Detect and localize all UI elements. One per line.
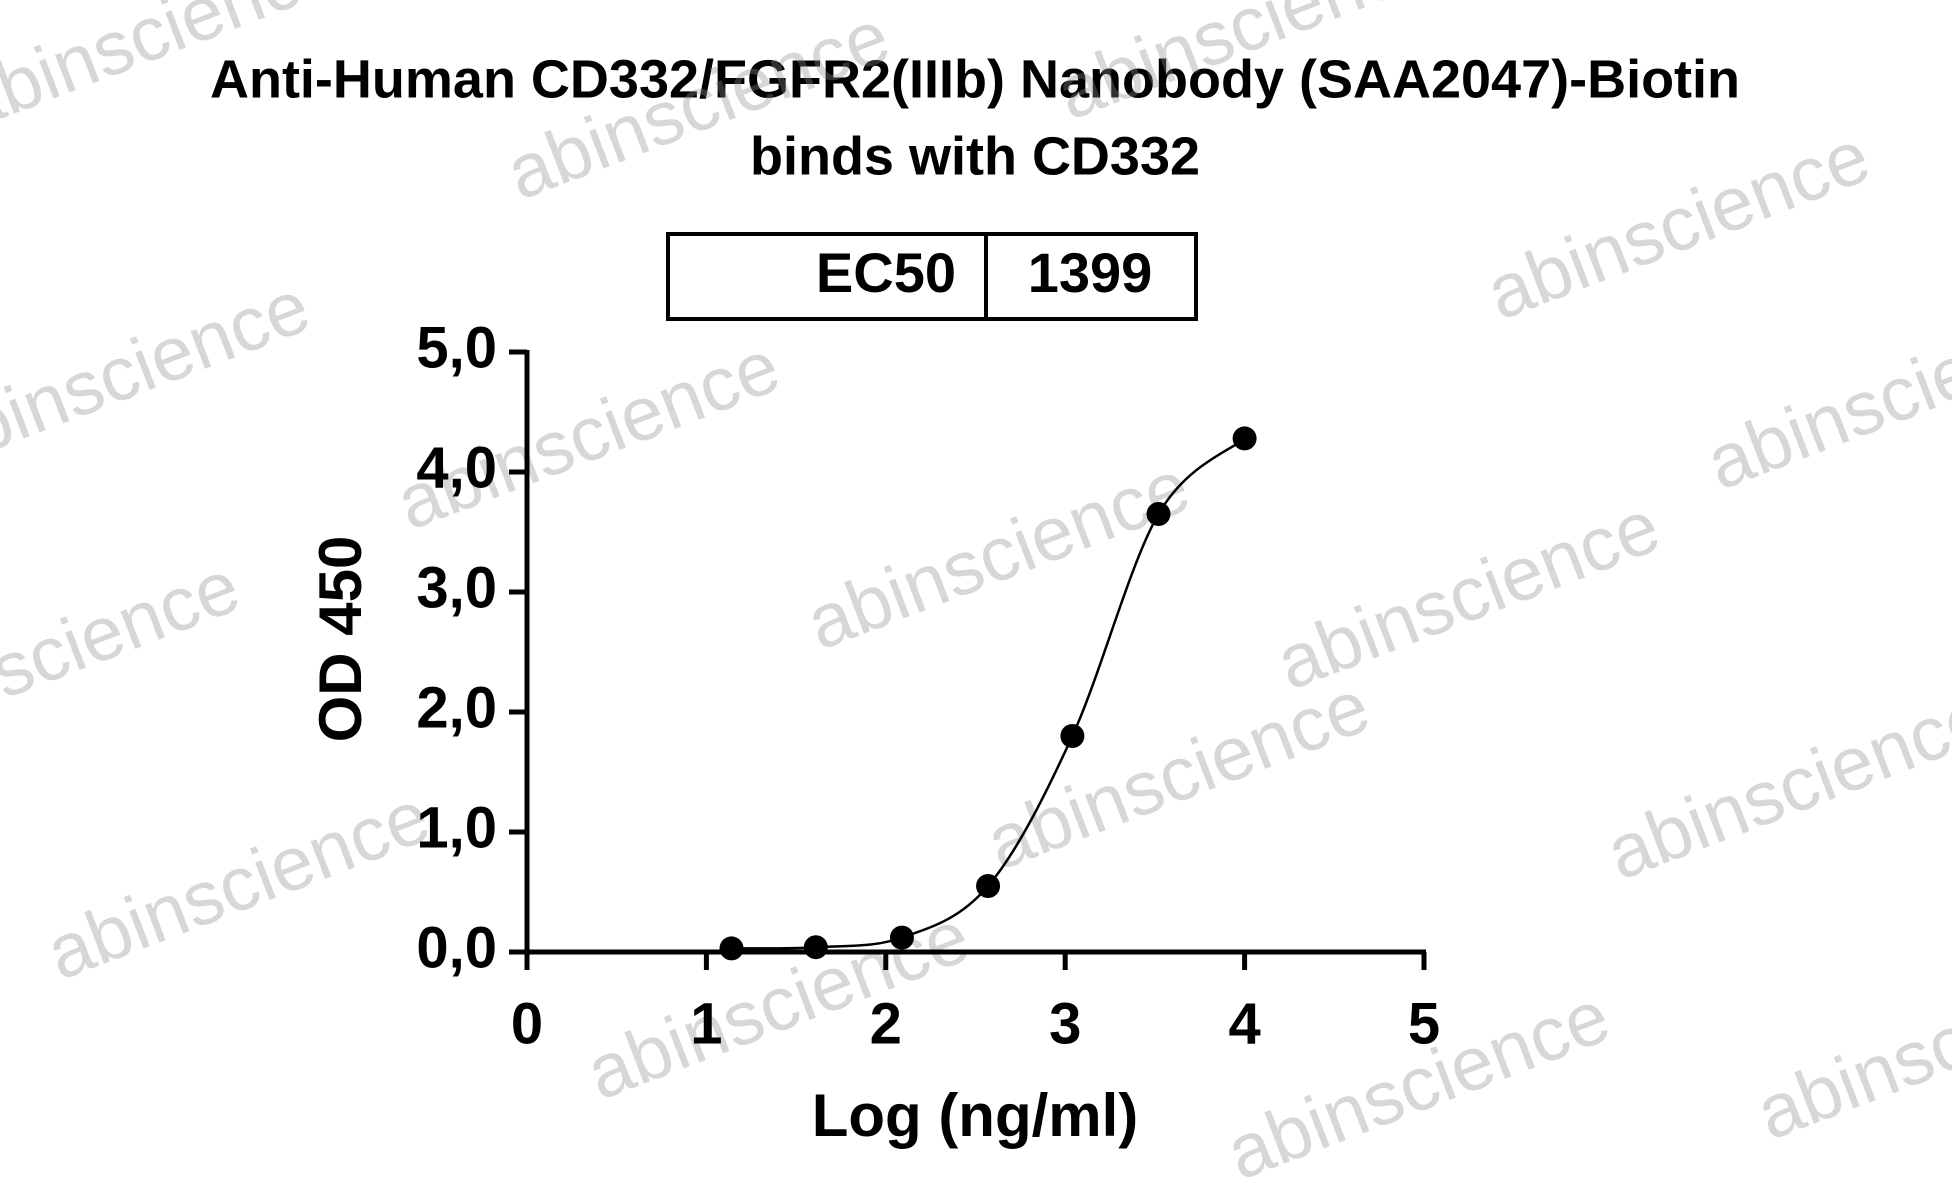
x-tick-label: 4 xyxy=(1228,991,1260,1056)
watermark: abinscience xyxy=(1695,283,1952,506)
x-tick-label: 3 xyxy=(1049,991,1081,1056)
watermark: abinscience xyxy=(1745,933,1952,1156)
watermark: abinscience xyxy=(975,663,1380,886)
ec50-table xyxy=(666,232,1198,321)
chart-title: binds with CD332 xyxy=(750,126,1200,186)
watermark: abinscience xyxy=(35,773,440,996)
y-tick-label: 0,0 xyxy=(416,915,497,980)
data-point xyxy=(976,874,1001,898)
x-axis-label: Log (ng/ml) xyxy=(812,1082,1139,1149)
data-point xyxy=(889,925,914,950)
watermark: abinscience xyxy=(1475,113,1880,336)
x-tick-label: 2 xyxy=(870,991,902,1056)
x-tick-label: 1 xyxy=(690,991,722,1056)
data-point xyxy=(1146,502,1171,526)
data-point xyxy=(1232,426,1257,451)
y-tick-label: 4,0 xyxy=(416,435,497,500)
ec50-label: EC50 xyxy=(816,241,956,304)
data-point xyxy=(1060,724,1085,748)
y-tick-label: 2,0 xyxy=(416,675,497,740)
chart-title: Anti-Human CD332/FGFR2(IIIb) Nanobody (S… xyxy=(210,49,1740,109)
y-tick-label: 5,0 xyxy=(416,315,497,380)
y-tick-label: 1,0 xyxy=(416,795,497,860)
data-point xyxy=(803,935,828,960)
watermark: abinscience xyxy=(1595,673,1952,896)
x-tick-label: 0 xyxy=(511,991,543,1056)
x-tick-label: 5 xyxy=(1408,991,1440,1056)
ec50-value: 1399 xyxy=(1028,241,1153,304)
watermark: abinscience xyxy=(0,543,251,766)
y-axis-label: OD 450 xyxy=(307,536,374,743)
watermark: abinscience xyxy=(0,263,321,486)
data-point xyxy=(719,936,744,961)
y-tick-label: 3,0 xyxy=(416,555,497,620)
